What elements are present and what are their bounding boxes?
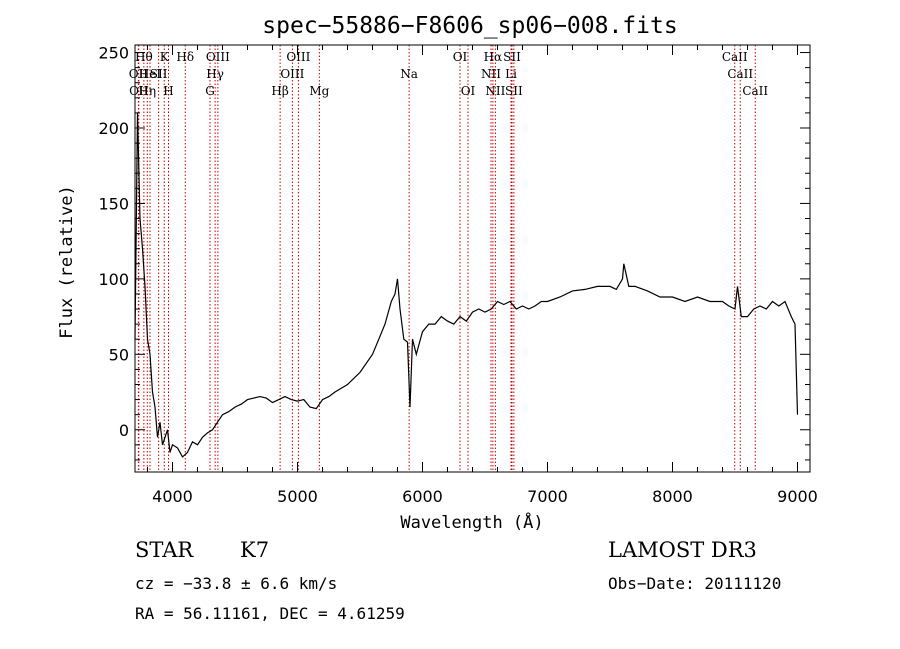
spectral-line-label: CaII — [722, 50, 748, 64]
spectrum-line — [134, 112, 799, 458]
y-tick-label: 250 — [98, 44, 129, 63]
spectral-line-label: Hβ — [271, 84, 288, 98]
spectral-line-label: Li — [505, 67, 517, 81]
x-tick-label: 8000 — [652, 487, 693, 506]
y-tick-label: 200 — [98, 119, 129, 138]
spectral-line-label: OII — [129, 84, 149, 98]
spectral-line-label: OIII — [206, 50, 230, 64]
spectral-line-label: Hθ — [135, 50, 153, 64]
x-tick-label: 6000 — [402, 487, 443, 506]
x-tick-label: 9000 — [777, 487, 818, 506]
y-axis: 0 50 100 150 200 250 — [98, 44, 810, 461]
spectral-line-label: Mg — [309, 84, 329, 98]
y-axis-label: Flux (relative) — [57, 185, 77, 339]
spectral-line-label: SII — [505, 84, 523, 98]
spectral-line-label: G — [205, 84, 215, 98]
spectral-line-label: SII — [503, 50, 521, 64]
spectral-line-label: Hδ — [176, 50, 194, 64]
x-tick-label: 4000 — [152, 487, 193, 506]
x-tick-label: 7000 — [527, 487, 568, 506]
x-tick-label: 5000 — [277, 487, 318, 506]
line-label-group: OIIOIIHθHηHeISIIKHHδGHγOIIIHβOIIIOIIIMgN… — [129, 50, 769, 98]
spectral-line-label: OI — [461, 84, 476, 98]
survey-name: LAMOST DR3 — [608, 538, 757, 562]
ra-dec: RA = 56.11161, DEC = 4.61259 — [135, 604, 405, 623]
plot-frame — [134, 44, 811, 473]
y-tick-label: 150 — [98, 194, 129, 213]
spectral-line-label: OI — [453, 50, 468, 64]
x-axis: 4000 5000 6000 7000 8000 9000 — [147, 45, 818, 506]
spectral-line-label: Hγ — [206, 67, 224, 81]
spectral-line-label: Hη — [138, 84, 156, 98]
y-tick-label: 0 — [119, 421, 129, 440]
spectral-line-label: OII — [129, 67, 149, 81]
observation-date: Obs−Date: 20111120 — [608, 574, 781, 593]
x-axis-label: Wavelength (Å) — [400, 511, 543, 533]
spectral-line-label: OIII — [286, 50, 310, 64]
redshift-cz: cz = −33.8 ± 6.6 km/s — [135, 574, 337, 593]
spectral-line-label: CaII — [727, 67, 753, 81]
spectral-line-label: Hα — [484, 50, 503, 64]
spectral-line-label: CaII — [742, 84, 768, 98]
chart-title: spec−55886−F8606_sp06−008.fits — [262, 13, 677, 39]
y-tick-label: 100 — [98, 270, 129, 289]
spectral-line-label: NII — [485, 84, 505, 98]
line-marker-group — [137, 45, 756, 472]
spectral-line-label: NII — [481, 67, 501, 81]
spectral-line-label: Na — [400, 67, 418, 81]
object-class: STAR — [135, 538, 194, 562]
spectral-line-label: OIII — [280, 67, 304, 81]
spectral-line-label: SII — [150, 67, 168, 81]
y-tick-label: 50 — [109, 345, 129, 364]
object-subclass: K7 — [240, 538, 269, 562]
spectral-line-label: HeI — [139, 67, 162, 81]
spectral-line-label: K — [160, 50, 170, 64]
spectral-line-label: H — [163, 84, 173, 98]
